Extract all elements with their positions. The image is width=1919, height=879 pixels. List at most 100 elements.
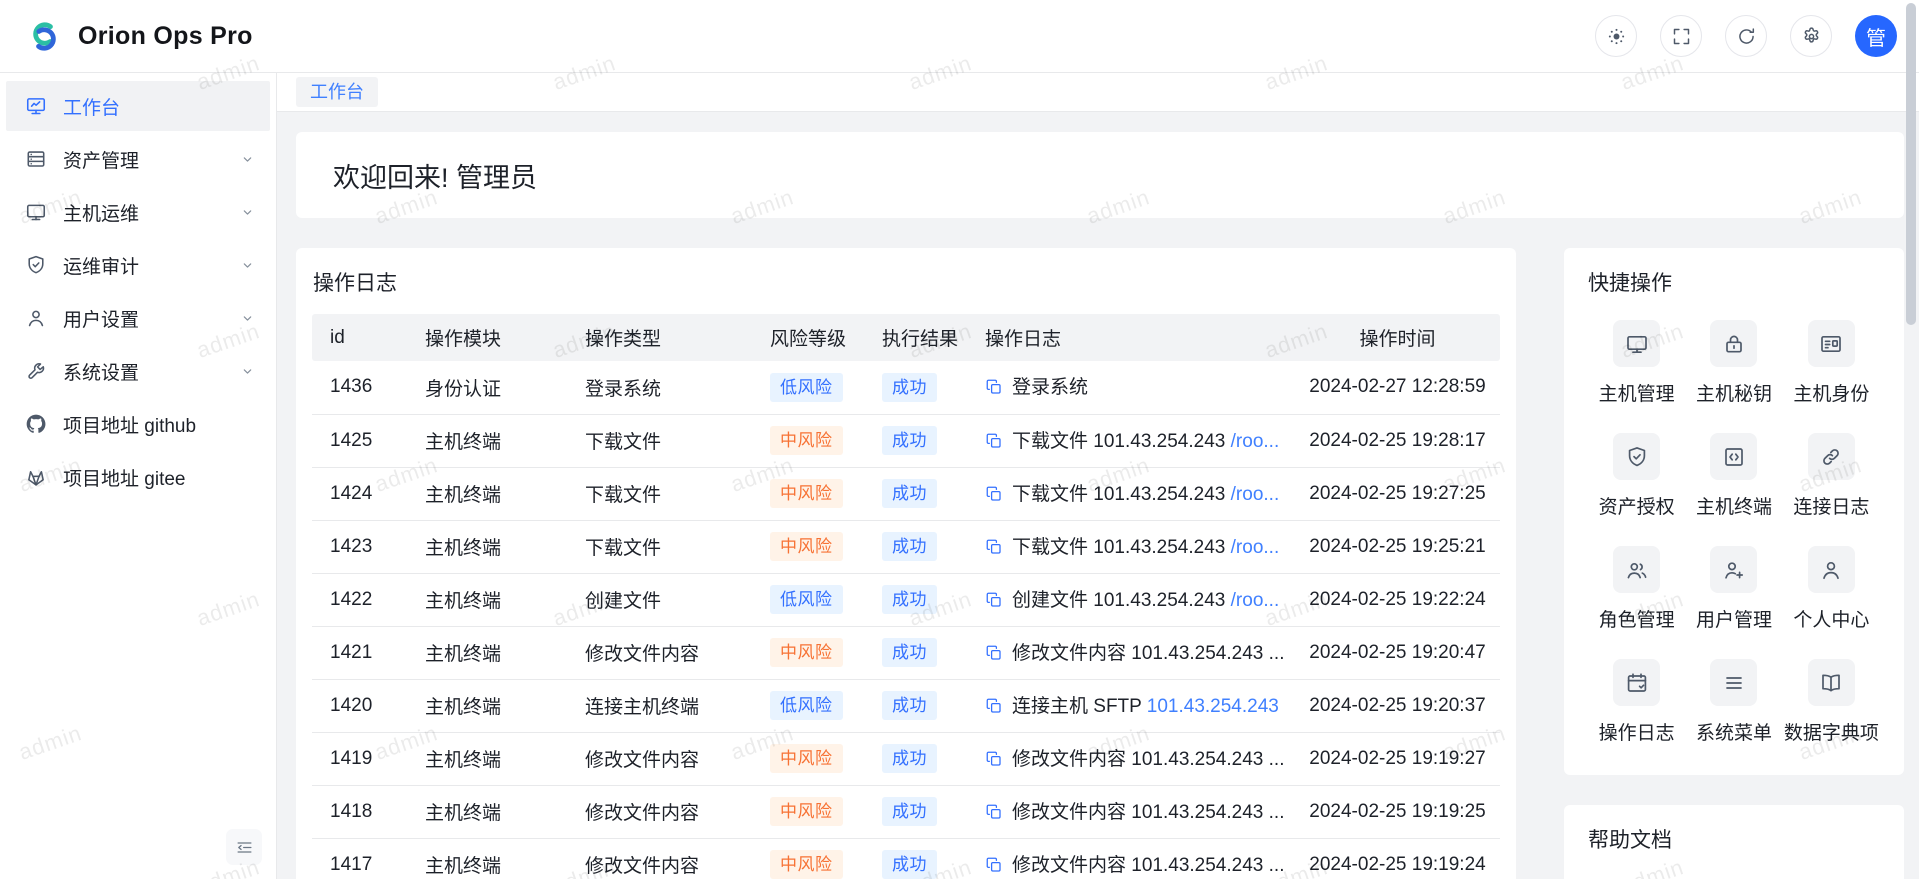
log-risk: 中风险 [752, 626, 864, 680]
log-module: 主机终端 [407, 785, 567, 839]
quick-ops-card: 快捷操作 主机管理 主机秘钥 主机身份 资产授权 主机终端 连接日志 角色管理 用户管理 个人中… [1564, 248, 1904, 775]
table-row: 1419 主机终端 修改文件内容 中风险 成功 修改文件内容 101.43.254.243… [312, 732, 1500, 786]
role-manage-icon [1613, 546, 1661, 593]
log-id: 1425 [312, 414, 407, 468]
copy-icon[interactable] [985, 644, 1003, 668]
copy-icon[interactable] [985, 378, 1003, 402]
gitee-icon [25, 466, 47, 488]
sidebar-item-system-settings[interactable]: 系统设置 [6, 346, 270, 396]
quick-op-asset-auth[interactable]: 资产授权 [1588, 433, 1685, 519]
sidebar-item-host-ops[interactable]: 主机运维 [6, 187, 270, 237]
log-type: 修改文件内容 [567, 732, 752, 786]
copy-icon[interactable] [985, 697, 1003, 721]
sidebar-item-github[interactable]: 项目地址 github [6, 399, 270, 449]
log-message: 连接主机 SFTP 101.43.254.243 [967, 679, 1295, 733]
log-type: 登录系统 [567, 361, 752, 415]
log-id: 1424 [312, 467, 407, 521]
result-badge: 成功 [882, 797, 937, 826]
sidebar-item-assets[interactable]: 资产管理 [6, 134, 270, 184]
quick-op-label: 主机管理 [1598, 384, 1675, 405]
sidebar-item-workbench[interactable]: 工作台 [6, 81, 270, 131]
chevron-down-icon [239, 204, 256, 221]
log-risk: 中风险 [752, 732, 864, 786]
sidebar-menu: 工作台资产管理主机运维运维审计用户设置系统设置项目地址 github 项目地址 g… [0, 81, 276, 502]
copy-icon[interactable] [985, 591, 1003, 615]
log-result: 成功 [864, 785, 967, 839]
quick-op-personal-center[interactable]: 个人中心 [1783, 546, 1880, 632]
quick-op-role-manage[interactable]: 角色管理 [1588, 546, 1685, 632]
quick-op-op-log[interactable]: 操作日志 [1588, 659, 1685, 745]
app-title: Orion Ops Pro [78, 21, 253, 50]
log-id: 1436 [312, 361, 407, 415]
github-icon [25, 413, 47, 435]
log-type: 下载文件 [567, 414, 752, 468]
log-link[interactable]: /roo... [1230, 589, 1280, 611]
sidebar-item-gitee[interactable]: 项目地址 gitee [6, 452, 270, 502]
sidebar-item-label: 资产管理 [63, 150, 140, 172]
copy-icon[interactable] [985, 432, 1003, 456]
sidebar-item-label: 系统设置 [63, 362, 140, 384]
user-avatar[interactable]: 管 [1855, 15, 1897, 57]
log-link[interactable]: /roo... [1230, 536, 1280, 558]
quick-op-host-key[interactable]: 主机秘钥 [1685, 320, 1782, 406]
tab-workbench[interactable]: 工作台 [296, 77, 378, 107]
log-risk: 中风险 [752, 785, 864, 839]
quick-op-user-manage[interactable]: 用户管理 [1685, 546, 1782, 632]
copy-icon[interactable] [985, 750, 1003, 774]
data-dict-icon [1807, 659, 1855, 706]
log-text: 修改文件内容 101.43.254.243 ... [1012, 748, 1285, 770]
copy-icon[interactable] [985, 856, 1003, 879]
sidebar-collapse-button[interactable] [226, 829, 262, 865]
host-key-icon [1710, 320, 1758, 367]
table-row: 1436 身份认证 登录系统 低风险 成功 登录系统 2024-02-27 12:28:59 [312, 361, 1500, 415]
host-terminal-icon [1710, 433, 1758, 480]
assets-icon [25, 148, 47, 170]
copy-icon[interactable] [985, 485, 1003, 509]
column-header: 操作日志 [967, 314, 1295, 361]
log-id: 1418 [312, 785, 407, 839]
sidebar-item-audit[interactable]: 运维审计 [6, 240, 270, 290]
theme-icon [1606, 26, 1627, 47]
column-header: 执行结果 [864, 314, 967, 361]
quick-op-host-terminal[interactable]: 主机终端 [1685, 433, 1782, 519]
log-link[interactable]: /roo... [1230, 483, 1280, 505]
log-text: 下载文件 101.43.254.243 [1012, 430, 1231, 452]
copy-icon[interactable] [985, 538, 1003, 562]
menu-fold-icon [235, 838, 254, 857]
quick-op-host-identity[interactable]: 主机身份 [1783, 320, 1880, 406]
copy-icon[interactable] [985, 803, 1003, 827]
risk-badge: 中风险 [770, 744, 843, 773]
result-badge: 成功 [882, 638, 937, 667]
table-row: 1417 主机终端 修改文件内容 中风险 成功 修改文件内容 101.43.254.243… [312, 838, 1500, 879]
quick-op-data-dict[interactable]: 数据字典项 [1783, 659, 1880, 745]
table-row: 1423 主机终端 下载文件 中风险 成功 下载文件 101.43.254.243 /ro… [312, 520, 1500, 574]
log-module: 主机终端 [407, 520, 567, 574]
sidebar-item-label: 主机运维 [63, 203, 140, 225]
log-message: 创建文件 101.43.254.243 /roo... [967, 573, 1295, 627]
column-header: 风险等级 [752, 314, 864, 361]
log-module: 主机终端 [407, 626, 567, 680]
log-link[interactable]: 101.43.254.243 [1146, 695, 1279, 717]
quick-op-host-manage[interactable]: 主机管理 [1588, 320, 1685, 406]
quick-op-label: 角色管理 [1598, 610, 1675, 631]
log-text: 创建文件 101.43.254.243 [1012, 589, 1231, 611]
sidebar-item-label: 运维审计 [63, 256, 140, 278]
log-time: 2024-02-27 12:28:59 [1295, 361, 1500, 415]
settings-button[interactable] [1790, 15, 1832, 57]
app-header: Orion Ops Pro 管 [0, 0, 1919, 73]
log-time: 2024-02-25 19:19:24 [1295, 838, 1500, 879]
log-type: 下载文件 [567, 467, 752, 521]
theme-button[interactable] [1595, 15, 1637, 57]
sidebar-item-user-settings[interactable]: 用户设置 [6, 293, 270, 343]
fullscreen-button[interactable] [1660, 15, 1702, 57]
log-text: 修改文件内容 101.43.254.243 ... [1012, 801, 1285, 823]
quick-op-connect-log[interactable]: 连接日志 [1783, 433, 1880, 519]
result-badge: 成功 [882, 532, 937, 561]
result-badge: 成功 [882, 426, 937, 455]
vertical-scrollbar-thumb[interactable] [1906, 3, 1916, 325]
quick-op-system-menu[interactable]: 系统菜单 [1685, 659, 1782, 745]
risk-badge: 中风险 [770, 850, 843, 879]
refresh-button[interactable] [1725, 15, 1767, 57]
table-row: 1418 主机终端 修改文件内容 中风险 成功 修改文件内容 101.43.254.243… [312, 785, 1500, 839]
log-link[interactable]: /roo... [1230, 430, 1280, 452]
